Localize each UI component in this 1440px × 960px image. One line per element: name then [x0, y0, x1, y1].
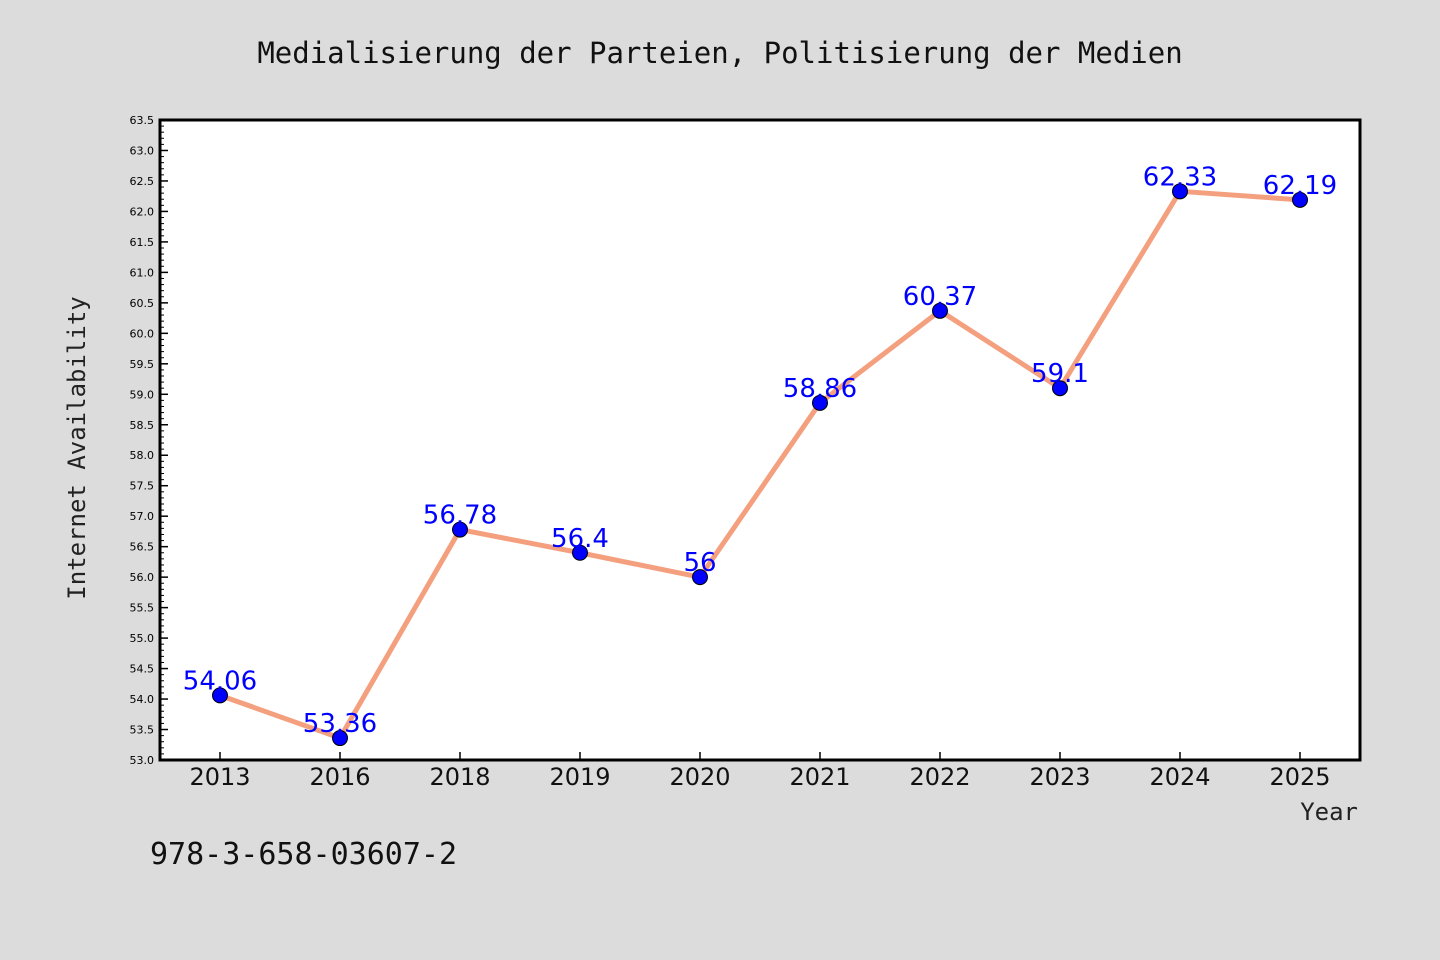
data-point: [932, 302, 948, 319]
y-tick-label: 55.5: [130, 602, 155, 615]
data-label: 54.06: [183, 666, 257, 696]
x-tick-label: 2018: [429, 763, 490, 791]
chart-title: Medialisierung der Parteien, Politisieru…: [257, 36, 1182, 70]
data-point: [1172, 183, 1188, 200]
data-point: [1052, 380, 1068, 397]
y-tick-label: 59.0: [130, 388, 155, 401]
x-tick-label: 2013: [189, 763, 250, 791]
data-label: 62.19: [1263, 171, 1337, 201]
data-point: [332, 730, 348, 747]
x-tick-label: 2021: [789, 763, 850, 791]
data-point: [1292, 191, 1308, 208]
data-point: [812, 394, 828, 411]
data-label: 62.33: [1143, 162, 1217, 192]
y-tick-label: 54.5: [130, 663, 155, 676]
data-label: 56.78: [423, 501, 497, 531]
y-tick-label: 60.0: [130, 327, 155, 340]
x-axis: 2013 2016 2018 2019 2020 2021 2022 2023 2024 2025: [189, 752, 1331, 791]
x-tick-label: 2023: [1029, 763, 1090, 791]
data-label: 58.86: [783, 374, 857, 404]
data-point: [212, 687, 228, 704]
y-tick-label: 58.0: [130, 449, 155, 462]
y-tick-label: 55.0: [130, 632, 155, 645]
y-tick-label: 53.0: [130, 754, 155, 767]
y-tick-label: 56.0: [130, 571, 155, 584]
data-label: 53.36: [303, 709, 377, 739]
y-tick-label: 61.0: [130, 266, 155, 279]
plot-area: [160, 120, 1360, 760]
y-tick-label: 61.5: [130, 236, 155, 249]
data-label: 60.37: [903, 282, 977, 312]
data-label: 56.4: [551, 524, 609, 554]
x-tick-label: 2016: [309, 763, 370, 791]
y-tick-label: 56.5: [130, 541, 155, 554]
y-tick-label: 53.5: [130, 724, 155, 737]
y-tick-label: 62.5: [130, 175, 155, 188]
y-tick-label: 57.5: [130, 480, 155, 493]
plot-frame: [158, 118, 1362, 762]
x-tick-label: 2024: [1149, 763, 1210, 791]
x-tick-label: 2025: [1269, 763, 1330, 791]
y-tick-label: 57.0: [130, 510, 155, 523]
y-axis-label: Internet Availability: [63, 296, 91, 599]
data-label: 56: [683, 548, 716, 578]
footer-isbn: 978-3-658-03607-2: [150, 837, 457, 872]
y-tick-label: 62.0: [130, 205, 155, 218]
y-tick-label: 59.5: [130, 358, 155, 371]
y-tick-label: 60.5: [130, 297, 155, 310]
data-point: [572, 544, 588, 561]
x-axis-label: Year: [1300, 798, 1358, 826]
y-tick-label: 58.5: [130, 419, 155, 432]
y-tick-label: 63.0: [130, 144, 155, 157]
x-tick-label: 2020: [669, 763, 730, 791]
data-point: [452, 521, 468, 538]
series-group: 54.06 53.36 56.78 56.4 56 58.86 60.37 59.1 62.33…: [183, 162, 1337, 747]
y-tick-label: 63.5: [130, 114, 155, 127]
y-tick-label: 54.0: [130, 693, 155, 706]
series-line: [217, 188, 1303, 741]
data-label: 59.1: [1031, 359, 1089, 389]
x-tick-label: 2019: [549, 763, 610, 791]
x-tick-label: 2022: [909, 763, 970, 791]
data-point: [692, 569, 708, 586]
